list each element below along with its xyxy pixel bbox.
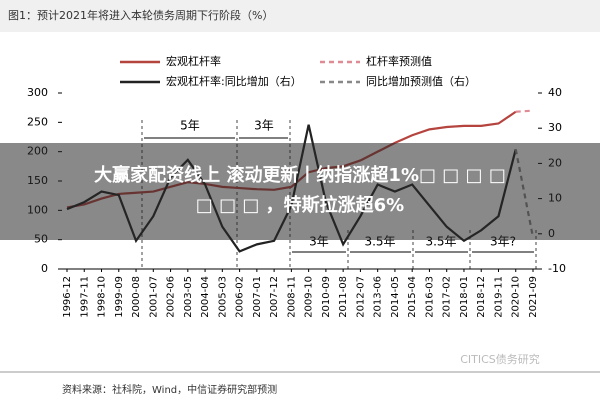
period-arrows (144, 137, 534, 253)
x-tick-label: 1996-12 (62, 276, 73, 318)
x-tick-label: 2003-05 (183, 276, 194, 318)
x-tick-label: 1997-11 (79, 276, 90, 318)
y2-tick-label: 30 (548, 121, 562, 134)
legend-label: 杠杆率预测值 (366, 54, 432, 68)
legend-box (62, 50, 538, 96)
x-tick-label: 2007-01 (252, 276, 263, 318)
source: 资料来源：社科院，Wind，中信证券研究部预测 (62, 383, 277, 396)
x-tick-label: 2006-02 (235, 276, 246, 318)
x-tick-label: 1998-10 (97, 276, 108, 318)
series-line (515, 109, 534, 113)
headline-line: 大赢家配资线上 滚动更新丨纳指涨超1%□ □ □ □ (94, 165, 506, 186)
x-tick-label: 2009-10 (304, 276, 315, 318)
x-tick-label: 2008-11 (286, 276, 297, 318)
x-tick-label: 2005-03 (217, 276, 228, 318)
x-tick-label: 2001-07 (148, 276, 159, 318)
x-tick-label: 2010-09 (321, 276, 332, 318)
y2-tick-label: -10 (548, 262, 566, 275)
x-tick-label: 2007-12 (269, 276, 280, 318)
x-tick-label: 2011-08 (338, 276, 349, 318)
y2-tick-label: 40 (548, 86, 562, 99)
x-tick-label: 2012-07 (355, 276, 366, 318)
x-tick-label: 2000-08 (131, 276, 142, 318)
headline: 大赢家配资线上 滚动更新丨纳指涨超1%□ □ □ □ □ □ □ ，特斯拉涨超6… (0, 143, 600, 240)
legend-label: 宏观杠杆率:同比增加（右） (166, 74, 302, 88)
y-tick-label: 300 (27, 86, 48, 99)
headline-line: □ □ □ ，特斯拉涨超6% (195, 195, 405, 216)
x-tick-label: 2017-02 (442, 276, 453, 318)
annotation: 5年 (180, 119, 200, 133)
x-tick-label: 2020-10 (511, 276, 522, 318)
x-tick-label: 2021-09 (528, 276, 539, 318)
x-tick-label: 2002-06 (166, 276, 177, 318)
y-tick-label: 0 (41, 262, 48, 275)
chart-title: 图1：预计2021年将进入本轮债务周期下行阶段（%） (8, 8, 273, 22)
x-tick-label: 2013-06 (373, 276, 384, 318)
x-tick-label: 2016-03 (424, 276, 435, 318)
y-tick-label: 250 (27, 115, 48, 128)
annotation: 3年 (254, 119, 274, 133)
legend-label: 宏观杠杆率 (166, 54, 221, 68)
x-tick-label: 2004-04 (200, 276, 211, 318)
x-tick-label: 2015-04 (407, 276, 418, 318)
legend-label: 同比增加预测值（右） (366, 74, 476, 88)
x-tick-label: 2018-12 (476, 276, 487, 318)
x-tick-label: 2018-01 (459, 276, 470, 318)
title-bar (0, 0, 600, 32)
x-tick-label: 2014-05 (390, 276, 401, 318)
x-tick-label: 2019-11 (493, 276, 504, 318)
watermark: CITICS债务研究 (460, 352, 540, 366)
x-tick-label: 1999-09 (114, 276, 125, 318)
